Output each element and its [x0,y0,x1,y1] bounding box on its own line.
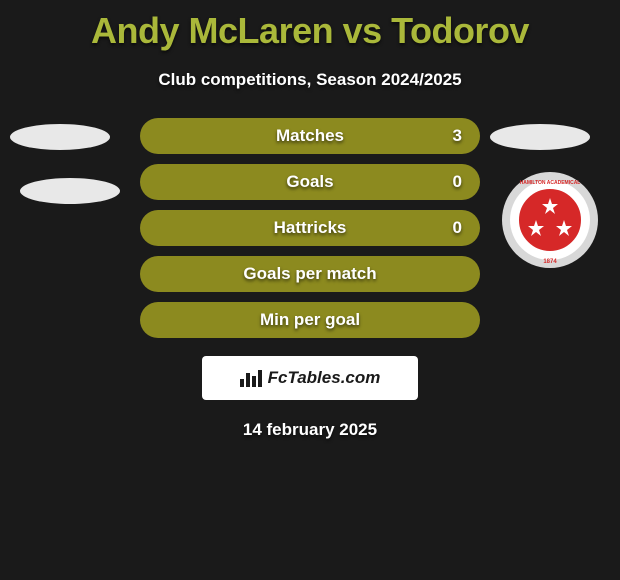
fctables-label: FcTables.com [268,368,381,388]
stat-row: Hattricks 0 [0,210,620,246]
stat-label: Goals per match [243,264,376,284]
stats-rows: Matches 3 Goals 0 Hattricks 0 Goals per … [0,118,620,338]
stat-label: Goals [286,172,333,192]
stat-row: Min per goal [0,302,620,338]
stat-row: Matches 3 [0,118,620,154]
date-label: 14 february 2025 [0,420,620,440]
stat-row: Goals per match [0,256,620,292]
stat-label: Min per goal [260,310,360,330]
subtitle: Club competitions, Season 2024/2025 [0,70,620,90]
stat-bar-matches: Matches 3 [140,118,480,154]
stat-bar-hattricks: Hattricks 0 [140,210,480,246]
stat-value: 0 [453,218,462,238]
fctables-logo-box: FcTables.com [202,356,418,400]
stat-row: Goals 0 [0,164,620,200]
stat-bar-min-per-goal: Min per goal [140,302,480,338]
stat-value: 0 [453,172,462,192]
page-title: Andy McLaren vs Todorov [0,0,620,52]
stat-bar-goals-per-match: Goals per match [140,256,480,292]
bars-icon [240,369,262,387]
stat-value: 3 [453,126,462,146]
stat-label: Matches [276,126,344,146]
stat-bar-goals: Goals 0 [140,164,480,200]
stat-label: Hattricks [274,218,347,238]
